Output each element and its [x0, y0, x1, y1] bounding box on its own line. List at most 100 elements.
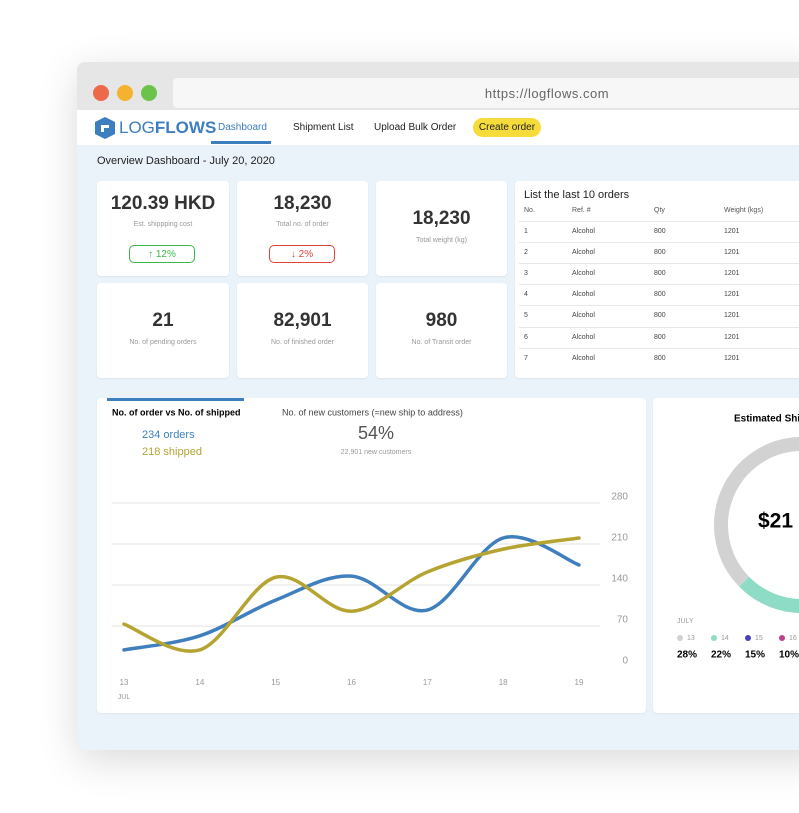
tab-underline — [211, 141, 271, 144]
table-header: No. — [524, 207, 535, 214]
kpi-label: Est. shippping cost — [133, 221, 193, 228]
x-tick-label: 14 — [195, 678, 204, 687]
table-cell: 800 — [654, 333, 666, 341]
donut-segment — [739, 576, 799, 613]
logo-icon — [95, 117, 115, 139]
table-cell: 7 — [524, 354, 528, 362]
x-tick-label: 13 — [120, 678, 129, 687]
kpi-value: 980 — [425, 310, 458, 331]
table-cell: 6 — [524, 333, 528, 341]
kpi-badge: ↓ 2% — [269, 245, 335, 263]
table-cell: Alcohol — [572, 312, 595, 320]
legend-label: 16 — [789, 635, 797, 642]
table-header: Qty — [654, 207, 665, 214]
table-cell: 800 — [654, 249, 666, 257]
table-cell: 1201 — [724, 333, 740, 341]
kpi-value: 21 — [152, 310, 174, 331]
kpi-value: 18,230 — [412, 208, 471, 229]
legend-value: 22% — [711, 650, 731, 661]
table-cell: 4 — [524, 291, 528, 299]
table-cell: 800 — [654, 354, 666, 362]
legend-label: 15 — [755, 635, 763, 642]
kpi-card — [97, 283, 229, 378]
table-divider — [519, 284, 799, 286]
nav-bar — [77, 110, 799, 145]
table-cell: 1 — [524, 228, 528, 235]
table-cell: 1201 — [724, 291, 740, 299]
shipped-summary: 218 shipped — [142, 446, 202, 458]
kpi-value: 82,901 — [273, 310, 332, 331]
url-bar[interactable] — [173, 78, 799, 108]
kpi-card — [376, 283, 507, 378]
maximize-dot[interactable] — [141, 85, 157, 101]
chart-tab: No. of new customers (=new ship to addre… — [282, 407, 463, 417]
orders-table-card — [515, 181, 799, 378]
x-tick-label: 15 — [271, 678, 280, 687]
legend-dot — [745, 635, 751, 641]
table-cell: Alcohol — [572, 333, 595, 341]
x-tick-label: 17 — [423, 678, 432, 687]
legend-dot — [779, 635, 785, 641]
logo-light: LOG — [119, 118, 155, 137]
table-header: Weight (kgs) — [724, 207, 764, 214]
url-text: https://logflows.com — [484, 86, 610, 101]
kpi-badge: ↑ 12% — [129, 245, 195, 263]
percent-summary: 54% — [358, 423, 394, 443]
table-header: Ref. # — [572, 207, 591, 214]
legend-value: 15% — [745, 650, 765, 661]
table-cell: 800 — [654, 291, 666, 299]
donut-segment — [714, 437, 799, 587]
table-divider — [519, 347, 799, 349]
legend-label: 14 — [721, 635, 729, 642]
minimize-dot[interactable] — [117, 85, 133, 101]
y-tick-label: 280 — [611, 492, 628, 503]
table-divider — [519, 263, 799, 265]
table-cell: 800 — [654, 270, 666, 278]
table-divider — [519, 305, 799, 307]
create-order-button[interactable]: Create order — [473, 118, 541, 137]
kpi-label: No. of Transit order — [411, 339, 472, 346]
table-cell: 1201 — [724, 249, 740, 257]
legend-value: 28% — [677, 650, 697, 661]
table-divider — [519, 326, 799, 328]
kpi-label: No. of finished order — [270, 339, 335, 346]
y-tick-label: 70 — [617, 615, 629, 626]
table-cell: Alcohol — [572, 249, 595, 257]
kpi-card — [237, 181, 368, 276]
orders-summary: 234 orders — [142, 429, 195, 441]
y-tick-label: 0 — [622, 656, 628, 667]
table-title: List the last 10 orders — [524, 189, 630, 201]
nav-tab-active[interactable]: Dashboard — [218, 122, 267, 133]
table-cell: Alcohol — [572, 228, 595, 235]
kpi-card — [376, 181, 507, 276]
tab-indicator — [107, 398, 244, 401]
table-cell: Alcohol — [572, 291, 595, 299]
close-dot[interactable] — [93, 85, 109, 101]
line-series — [122, 536, 581, 653]
x-tick-label: 16 — [347, 678, 356, 687]
period-label: JULY — [677, 618, 694, 625]
kpi-card — [237, 283, 368, 378]
table-cell: 800 — [654, 228, 666, 235]
legend-dot — [677, 635, 683, 641]
table-divider — [519, 242, 799, 244]
line-series — [122, 535, 581, 652]
y-tick-label: 140 — [611, 574, 628, 585]
table-cell: 800 — [654, 312, 666, 320]
page-title: Overview Dashboard - July 20, 2020 — [97, 155, 275, 167]
legend-label: 13 — [687, 635, 695, 642]
table-cell: Alcohol — [572, 270, 595, 278]
nav-tab[interactable]: Upload Bulk Order — [374, 122, 457, 133]
x-sublabel: JUL — [118, 694, 131, 701]
table-cell: 1201 — [724, 312, 740, 320]
line-chart-card — [97, 398, 646, 713]
donut-center: $21 — [758, 510, 793, 533]
x-tick-label: 19 — [575, 678, 584, 687]
legend-dot — [711, 635, 717, 641]
logo-bold: FLOWS — [154, 118, 217, 137]
table-divider — [519, 221, 799, 222]
nav-tab[interactable]: Shipment List — [293, 122, 354, 133]
table-cell: 1201 — [724, 270, 740, 278]
